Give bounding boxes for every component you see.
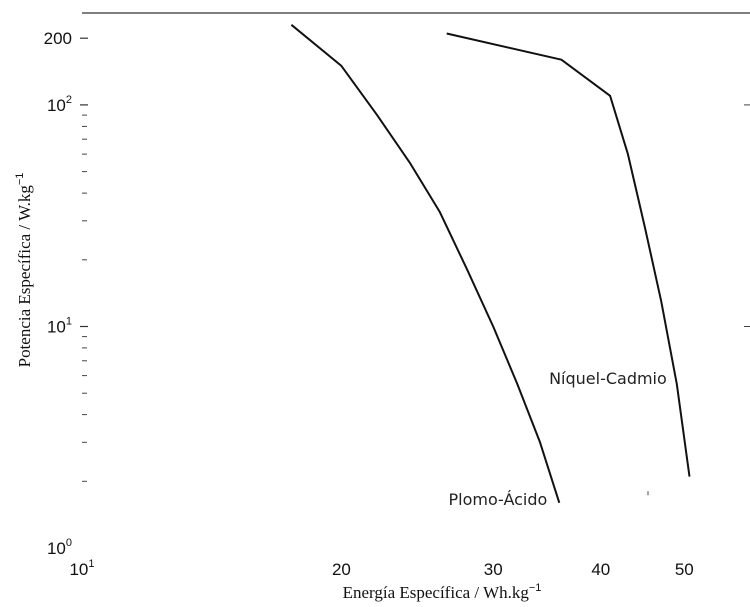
x-tick-label: 20 [332,560,351,579]
series-label: Níquel-Cadmio [549,369,667,388]
left-axis-minor-ticks [80,38,88,481]
x-tick-label: 50 [675,560,694,579]
y-tick-label: 102 [47,94,72,115]
x-axis-title: Energía Específica / Wh.kg−1 [343,582,542,602]
x-tick-label: 40 [591,560,610,579]
y-tick-label: 200 [44,29,72,48]
y-tick-label: 101 [47,316,72,337]
y-axis-title: Potencia Específica / W.kg−1 [14,173,34,368]
series-label: Plomo-Ácido [448,490,547,509]
y-tick-labels: 100 101 102 200 [44,29,72,558]
x-tick-label: 101 [69,558,94,579]
y-tick-label: 100 [47,537,72,558]
right-axis-ticks [648,105,750,495]
series-line [291,25,559,503]
series-line [447,34,690,477]
x-tick-labels: 101 20 30 40 50 [69,558,693,579]
series-layer: Plomo-Ácido Níquel-Cadmio [291,25,689,509]
x-tick-label: 30 [484,560,503,579]
